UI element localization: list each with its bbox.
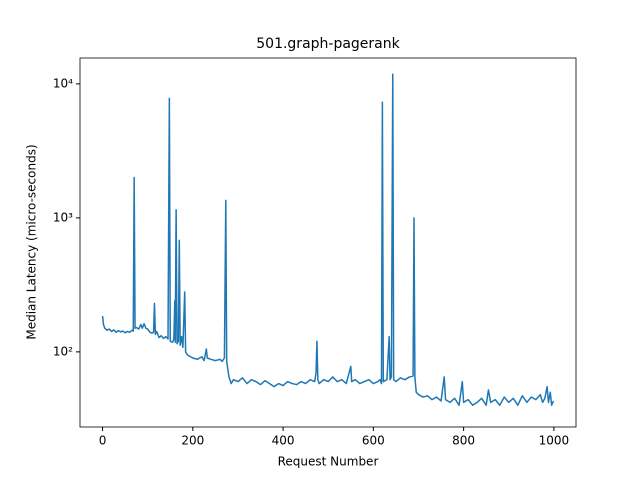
x-tick-label: 800 bbox=[452, 434, 475, 448]
y-axis-label: Median Latency (micro-seconds) bbox=[25, 144, 39, 339]
y-tick-label: 10³ bbox=[53, 210, 73, 224]
x-tick-label: 600 bbox=[362, 434, 385, 448]
x-tick-label: 200 bbox=[181, 434, 204, 448]
y-tick-label: 10² bbox=[53, 344, 73, 358]
y-tick-label: 10⁴ bbox=[53, 76, 73, 90]
data-line bbox=[101, 73, 555, 406]
plot-frame bbox=[79, 57, 577, 428]
chart-title: 501.graph-pagerank bbox=[256, 36, 400, 52]
x-tick-label: 400 bbox=[272, 434, 295, 448]
x-tick-label: 0 bbox=[99, 434, 107, 448]
x-axis-label: Request Number bbox=[278, 455, 379, 469]
x-tick-label: 1000 bbox=[539, 434, 570, 448]
